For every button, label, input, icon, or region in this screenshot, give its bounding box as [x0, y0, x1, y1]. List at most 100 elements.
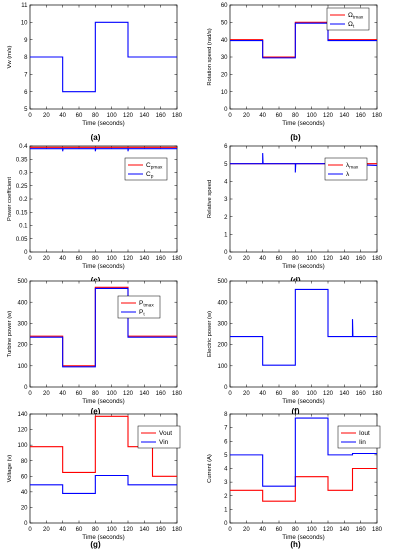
x-tick-label: 20: [243, 527, 250, 533]
y-tick-label: 6: [224, 439, 228, 445]
x-tick-label: 160: [356, 256, 367, 262]
x-tick-label: 40: [259, 527, 266, 533]
x-tick-label: 100: [307, 527, 318, 533]
y-tick-label: 0.35: [16, 157, 28, 163]
legend-label: λ: [346, 171, 350, 178]
chart-panel-8: 0 20 40 60 80 100 120 140 160 180 0 1 2 3 4 5 6 7 8 Time (s…: [207, 412, 383, 549]
y-tick-label: 0.3: [19, 171, 28, 177]
x-axis-label: Time (seconds): [82, 263, 124, 270]
x-axis-label: Time (seconds): [282, 398, 324, 405]
x-axis-label: Time (seconds): [82, 120, 124, 127]
chart-panel-1: 0 20 40 60 80 100 120 140 160 180 5 6 7 8 9 10 11 Time (s…: [7, 3, 183, 142]
series-line-ωt: [230, 22, 377, 59]
plot-area: [229, 280, 378, 388]
legend-label: Vin: [159, 439, 169, 446]
y-tick-label: 100: [217, 364, 228, 370]
x-tick-label: 180: [172, 113, 183, 119]
x-tick-label: 80: [292, 256, 299, 262]
x-tick-label: 180: [372, 256, 383, 262]
y-tick-label: 10: [21, 20, 28, 26]
x-tick-label: 80: [292, 527, 299, 533]
y-tick-label: 6: [24, 90, 28, 96]
x-tick-label: 180: [372, 113, 383, 119]
y-tick-label: 5: [224, 162, 228, 168]
y-tick-label: 300: [17, 322, 28, 328]
y-axis-label: Voltage (v): [7, 455, 13, 483]
y-axis-label: Power coefficient: [7, 177, 13, 221]
x-tick-label: 160: [356, 527, 367, 533]
y-tick-label: 7: [24, 72, 28, 78]
x-tick-label: 20: [243, 391, 250, 397]
y-tick-label: 4: [224, 179, 228, 185]
series-line-vin: [30, 474, 177, 494]
x-tick-label: 160: [356, 391, 367, 397]
x-tick-label: 60: [276, 113, 283, 119]
y-tick-label: 0.05: [16, 237, 28, 243]
series-line-pt: [30, 287, 177, 368]
x-tick-label: 40: [259, 391, 266, 397]
y-tick-label: 0.2: [19, 197, 28, 203]
x-tick-label: 0: [228, 113, 232, 119]
x-tick-label: 160: [356, 113, 367, 119]
x-tick-label: 0: [228, 527, 232, 533]
y-tick-label: 0: [224, 107, 228, 113]
y-tick-label: 6: [224, 144, 228, 150]
x-tick-label: 120: [123, 256, 134, 262]
x-tick-label: 100: [107, 113, 118, 119]
x-tick-label: 40: [59, 113, 66, 119]
x-axis-label: Time (seconds): [282, 534, 324, 541]
x-axis-label: Time (seconds): [82, 534, 124, 541]
y-axis-label: Turbine power (w): [7, 311, 13, 358]
x-tick-label: 40: [59, 391, 66, 397]
y-tick-label: 0.4: [19, 144, 28, 150]
x-tick-label: 140: [139, 391, 150, 397]
y-tick-label: 2: [224, 215, 228, 221]
x-tick-label: 100: [307, 113, 318, 119]
x-tick-label: 0: [28, 113, 32, 119]
y-axis-label: Relative speed: [207, 180, 213, 218]
y-tick-label: 7: [224, 426, 228, 432]
chart-panel-7: 0 20 40 60 80 100 120 140 160 180 0 20 40 60 80 100 120 1…: [7, 412, 183, 549]
y-tick-label: 500: [217, 279, 228, 285]
chart-panel-2: 0 20 40 60 80 100 120 140 160 1800102030405060Tim…: [207, 3, 383, 142]
x-tick-label: 160: [156, 256, 167, 262]
x-tick-label: 60: [76, 113, 83, 119]
y-axis-label: Vw (m/s): [7, 46, 13, 69]
chart-panel-6: 0 20 40 60 80 100 120 140 160 180 0 100 200 300 400 500…: [207, 279, 383, 416]
y-tick-label: 20: [21, 506, 28, 512]
panel-caption: (e): [91, 407, 101, 416]
x-tick-label: 60: [276, 256, 283, 262]
x-tick-label: 140: [139, 113, 150, 119]
y-tick-label: 0: [224, 250, 228, 256]
legend-label: Ωt: [348, 21, 355, 30]
y-tick-label: 8: [224, 412, 228, 418]
x-tick-label: 120: [323, 527, 334, 533]
legend-label: Iout: [359, 430, 370, 437]
x-tick-label: 60: [76, 256, 83, 262]
y-tick-label: 0: [224, 385, 228, 391]
y-tick-label: 8: [24, 55, 28, 61]
y-tick-label: 40: [21, 490, 28, 496]
x-tick-label: 140: [339, 113, 350, 119]
y-tick-label: 10: [221, 90, 228, 96]
y-tick-label: 0: [24, 385, 28, 391]
x-tick-label: 160: [156, 391, 167, 397]
y-tick-label: 400: [17, 300, 28, 306]
x-tick-label: 60: [276, 527, 283, 533]
x-axis-label: Time (seconds): [282, 120, 324, 127]
y-tick-label: 0: [24, 250, 28, 256]
x-tick-label: 180: [172, 256, 183, 262]
panel-caption: (f): [292, 407, 300, 416]
x-tick-label: 100: [107, 527, 118, 533]
x-tick-label: 120: [323, 113, 334, 119]
y-tick-label: 400: [217, 300, 228, 306]
y-tick-label: 60: [21, 474, 28, 480]
y-tick-label: 0.25: [16, 184, 28, 190]
x-tick-label: 180: [172, 527, 183, 533]
x-tick-label: 60: [276, 391, 283, 397]
x-tick-label: 120: [123, 113, 134, 119]
x-tick-label: 20: [43, 113, 50, 119]
legend-label: Cpmax: [146, 162, 163, 171]
legend-label: Cp: [146, 171, 154, 180]
